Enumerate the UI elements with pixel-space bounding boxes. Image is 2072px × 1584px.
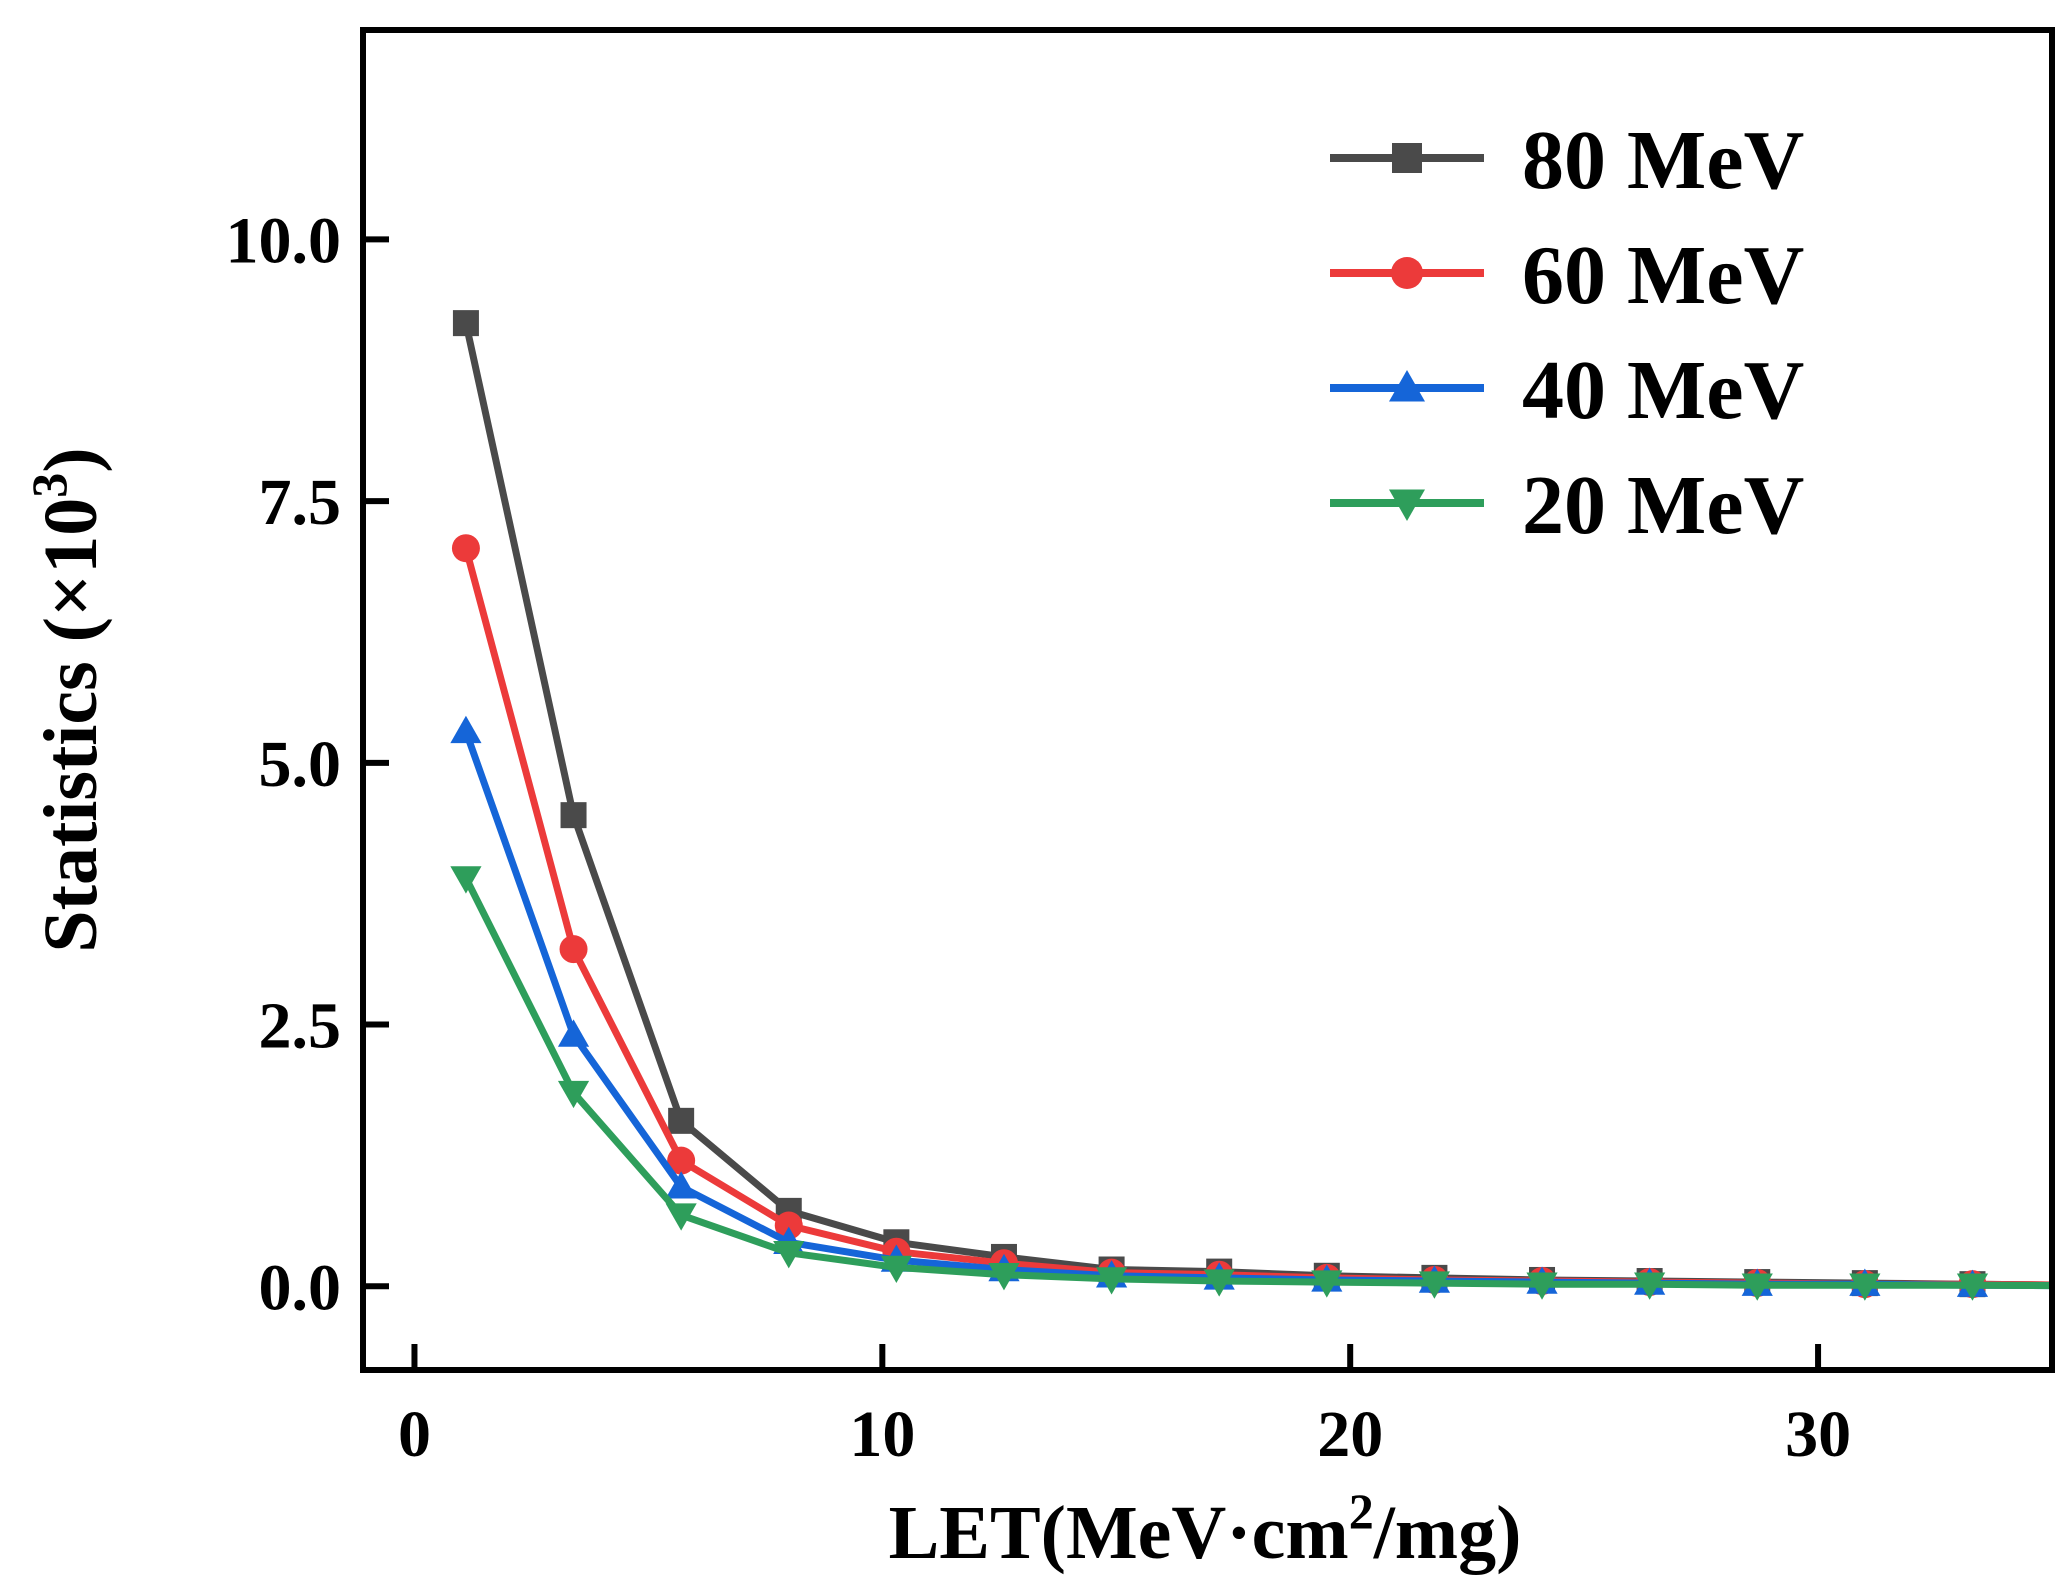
y-axis-title-main: Statistics (×10: [29, 498, 113, 953]
data-point: [668, 1107, 695, 1134]
legend-label: 80 MeV: [1522, 114, 1804, 207]
data-point: [450, 866, 482, 894]
x-axis-title: LET(MeV·cm2/mg): [889, 1483, 1522, 1575]
data-point: [774, 1211, 803, 1240]
plot-frame: [360, 27, 2055, 1373]
y-tick-label: 5.0: [259, 728, 342, 801]
data-point: [1095, 1267, 1128, 1295]
legend-item: 60 MeV: [1330, 229, 1804, 322]
y-axis-title-tail: ): [29, 447, 113, 472]
data-point: [773, 1241, 805, 1269]
x-axis-title-superscript: 2: [1349, 1483, 1374, 1539]
legend-label: 60 MeV: [1522, 229, 1804, 322]
data-point: [880, 1255, 912, 1284]
legend-marker: [1391, 257, 1423, 289]
legend: 80 MeV 60 MeV 40 MeV 20 MeV: [1330, 114, 1804, 552]
data-point: [1634, 1272, 1666, 1300]
data-point: [559, 935, 588, 964]
legend-label: 20 MeV: [1522, 459, 1804, 552]
x-tick-label: 30: [1785, 1398, 1851, 1471]
x-axis-title-tail: /mg): [1373, 1491, 1522, 1575]
data-point: [452, 310, 479, 337]
legend-label: 40 MeV: [1522, 344, 1804, 437]
series-line: [462, 876, 2053, 1290]
data-point: [557, 1019, 590, 1047]
data-point: [1311, 1270, 1343, 1298]
data-point: [1956, 1273, 1989, 1301]
series-3: [450, 866, 2053, 1301]
y-tick-label: 2.5: [259, 990, 342, 1063]
y-axis-title: Statistics (×103): [21, 447, 113, 952]
x-tick-label: 20: [1317, 1398, 1383, 1471]
x-axis: 0 10 20 30: [398, 1344, 1851, 1471]
data-point: [667, 1146, 696, 1175]
data-point: [1526, 1272, 1558, 1300]
y-tick-label: 10.0: [226, 204, 342, 277]
legend-item: 40 MeV: [1330, 344, 1804, 437]
series-layer: [450, 310, 2053, 1301]
data-point: [1418, 1271, 1451, 1299]
data-point: [665, 1203, 697, 1231]
data-point: [450, 715, 482, 744]
data-point: [557, 1080, 590, 1109]
data-point: [1203, 1269, 1235, 1297]
x-tick-label: 10: [849, 1398, 915, 1471]
legend-marker: [1389, 370, 1425, 402]
data-point: [451, 534, 480, 563]
y-axis-title-superscript: 3: [21, 473, 77, 498]
data-point: [665, 1171, 697, 1199]
data-point: [1741, 1273, 1773, 1301]
y-tick-label: 0.0: [259, 1251, 342, 1324]
x-axis-title-main: LET(MeV·cm: [889, 1491, 1349, 1575]
y-axis: 0.0 2.5 5.0 7.5 10.0: [226, 204, 389, 1324]
x-tick-label: 0: [398, 1398, 431, 1471]
legend-item: 20 MeV: [1330, 459, 1804, 552]
data-point: [988, 1263, 1020, 1291]
legend-item: 80 MeV: [1330, 114, 1804, 207]
legend-marker: [1392, 143, 1422, 173]
data-point: [1849, 1273, 1881, 1301]
data-point: [560, 802, 587, 829]
y-tick-label: 7.5: [259, 466, 342, 539]
legend-marker: [1389, 489, 1425, 521]
